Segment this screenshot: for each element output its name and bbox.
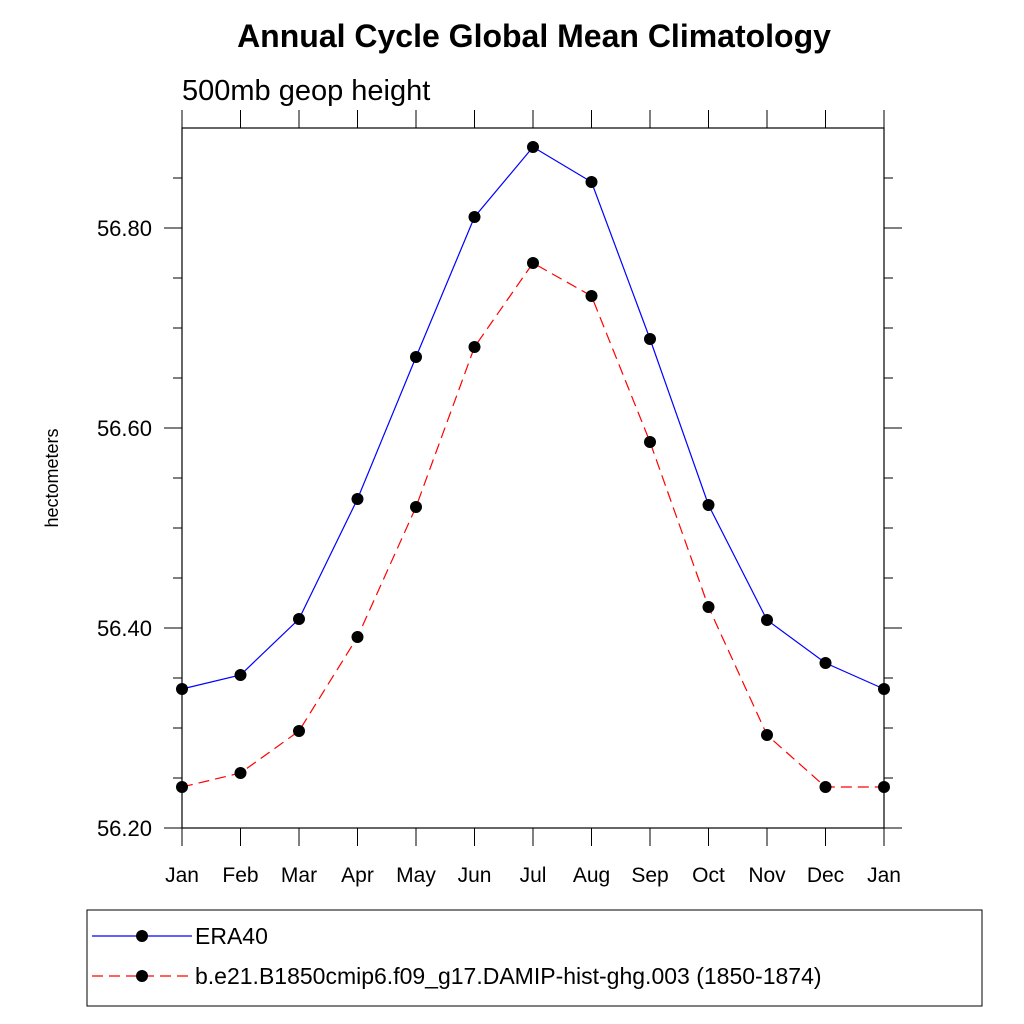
y-tick-label: 56.60 xyxy=(97,416,152,441)
series-point-0 xyxy=(234,669,247,681)
series-point-1 xyxy=(819,781,832,793)
legend-label-0: ERA40 xyxy=(195,923,268,949)
x-tick-label: Apr xyxy=(341,864,374,887)
series-point-0 xyxy=(644,333,656,345)
x-tick-label: Feb xyxy=(222,864,258,887)
series-point-1 xyxy=(644,436,656,448)
series-point-1 xyxy=(878,781,890,793)
x-tick-label: Jul xyxy=(520,864,547,887)
legend-label-1: b.e21.B1850cmip6.f09_g17.DAMIP-hist-ghg.… xyxy=(195,963,822,989)
axis-ticks xyxy=(164,110,902,846)
chart-subtitle: 500mb geop height xyxy=(182,75,430,107)
x-tick-label: Jun xyxy=(458,864,492,887)
y-tick-label: 56.80 xyxy=(97,216,152,241)
series-point-1 xyxy=(585,290,598,302)
series-point-1 xyxy=(702,601,715,613)
y-tick-labels: 56.20 56.40 56.60 56.80 xyxy=(97,216,152,841)
series-point-0 xyxy=(527,141,539,153)
x-tick-label: Aug xyxy=(573,864,610,887)
series-point-1 xyxy=(351,631,364,643)
series-point-1 xyxy=(761,729,773,741)
chart-title: Annual Cycle Global Mean Climatology xyxy=(237,18,831,54)
legend: ERA40 b.e21.B1850cmip6.f09_g17.DAMIP-hist… xyxy=(92,923,822,989)
x-tick-label: Mar xyxy=(281,864,317,887)
series-point-1 xyxy=(468,341,481,353)
series-point-1 xyxy=(234,767,247,779)
x-tick-label: Jan xyxy=(165,864,199,887)
series-point-1 xyxy=(410,501,422,513)
series-point-1 xyxy=(293,725,305,737)
x-tick-label: Oct xyxy=(692,864,725,887)
series-point-0 xyxy=(878,683,890,695)
x-tick-label: Nov xyxy=(748,864,786,887)
x-tick-label: Sep xyxy=(631,864,668,887)
plot-frame xyxy=(181,127,885,829)
series-point-0 xyxy=(176,683,188,695)
series-point-0 xyxy=(351,493,364,505)
x-tick-label: Dec xyxy=(807,864,844,887)
series-point-0 xyxy=(585,176,598,188)
y-tick-label: 56.40 xyxy=(97,616,152,641)
series-point-0 xyxy=(761,614,773,626)
series-point-0 xyxy=(702,499,715,511)
legend-box xyxy=(86,909,983,1007)
y-axis-label: hectometers xyxy=(42,428,62,527)
series-point-1 xyxy=(176,781,188,793)
legend-marker-0 xyxy=(136,930,148,942)
series-point-0 xyxy=(819,657,832,669)
series-point-0 xyxy=(468,211,481,223)
series-point-0 xyxy=(410,351,422,363)
legend-marker-1 xyxy=(136,970,148,982)
y-tick-label: 56.20 xyxy=(97,816,152,841)
x-tick-label: Jan xyxy=(867,864,901,887)
series-line-1 xyxy=(181,262,884,788)
x-tick-labels: Jan Feb Mar Apr May Jun Jul Aug Sep Oct Nov Dec Jan xyxy=(165,864,901,887)
series-layer xyxy=(176,141,890,793)
series-line-0 xyxy=(181,146,885,690)
series-point-0 xyxy=(293,613,305,625)
x-tick-label: May xyxy=(396,864,436,887)
series-point-1 xyxy=(527,257,539,269)
